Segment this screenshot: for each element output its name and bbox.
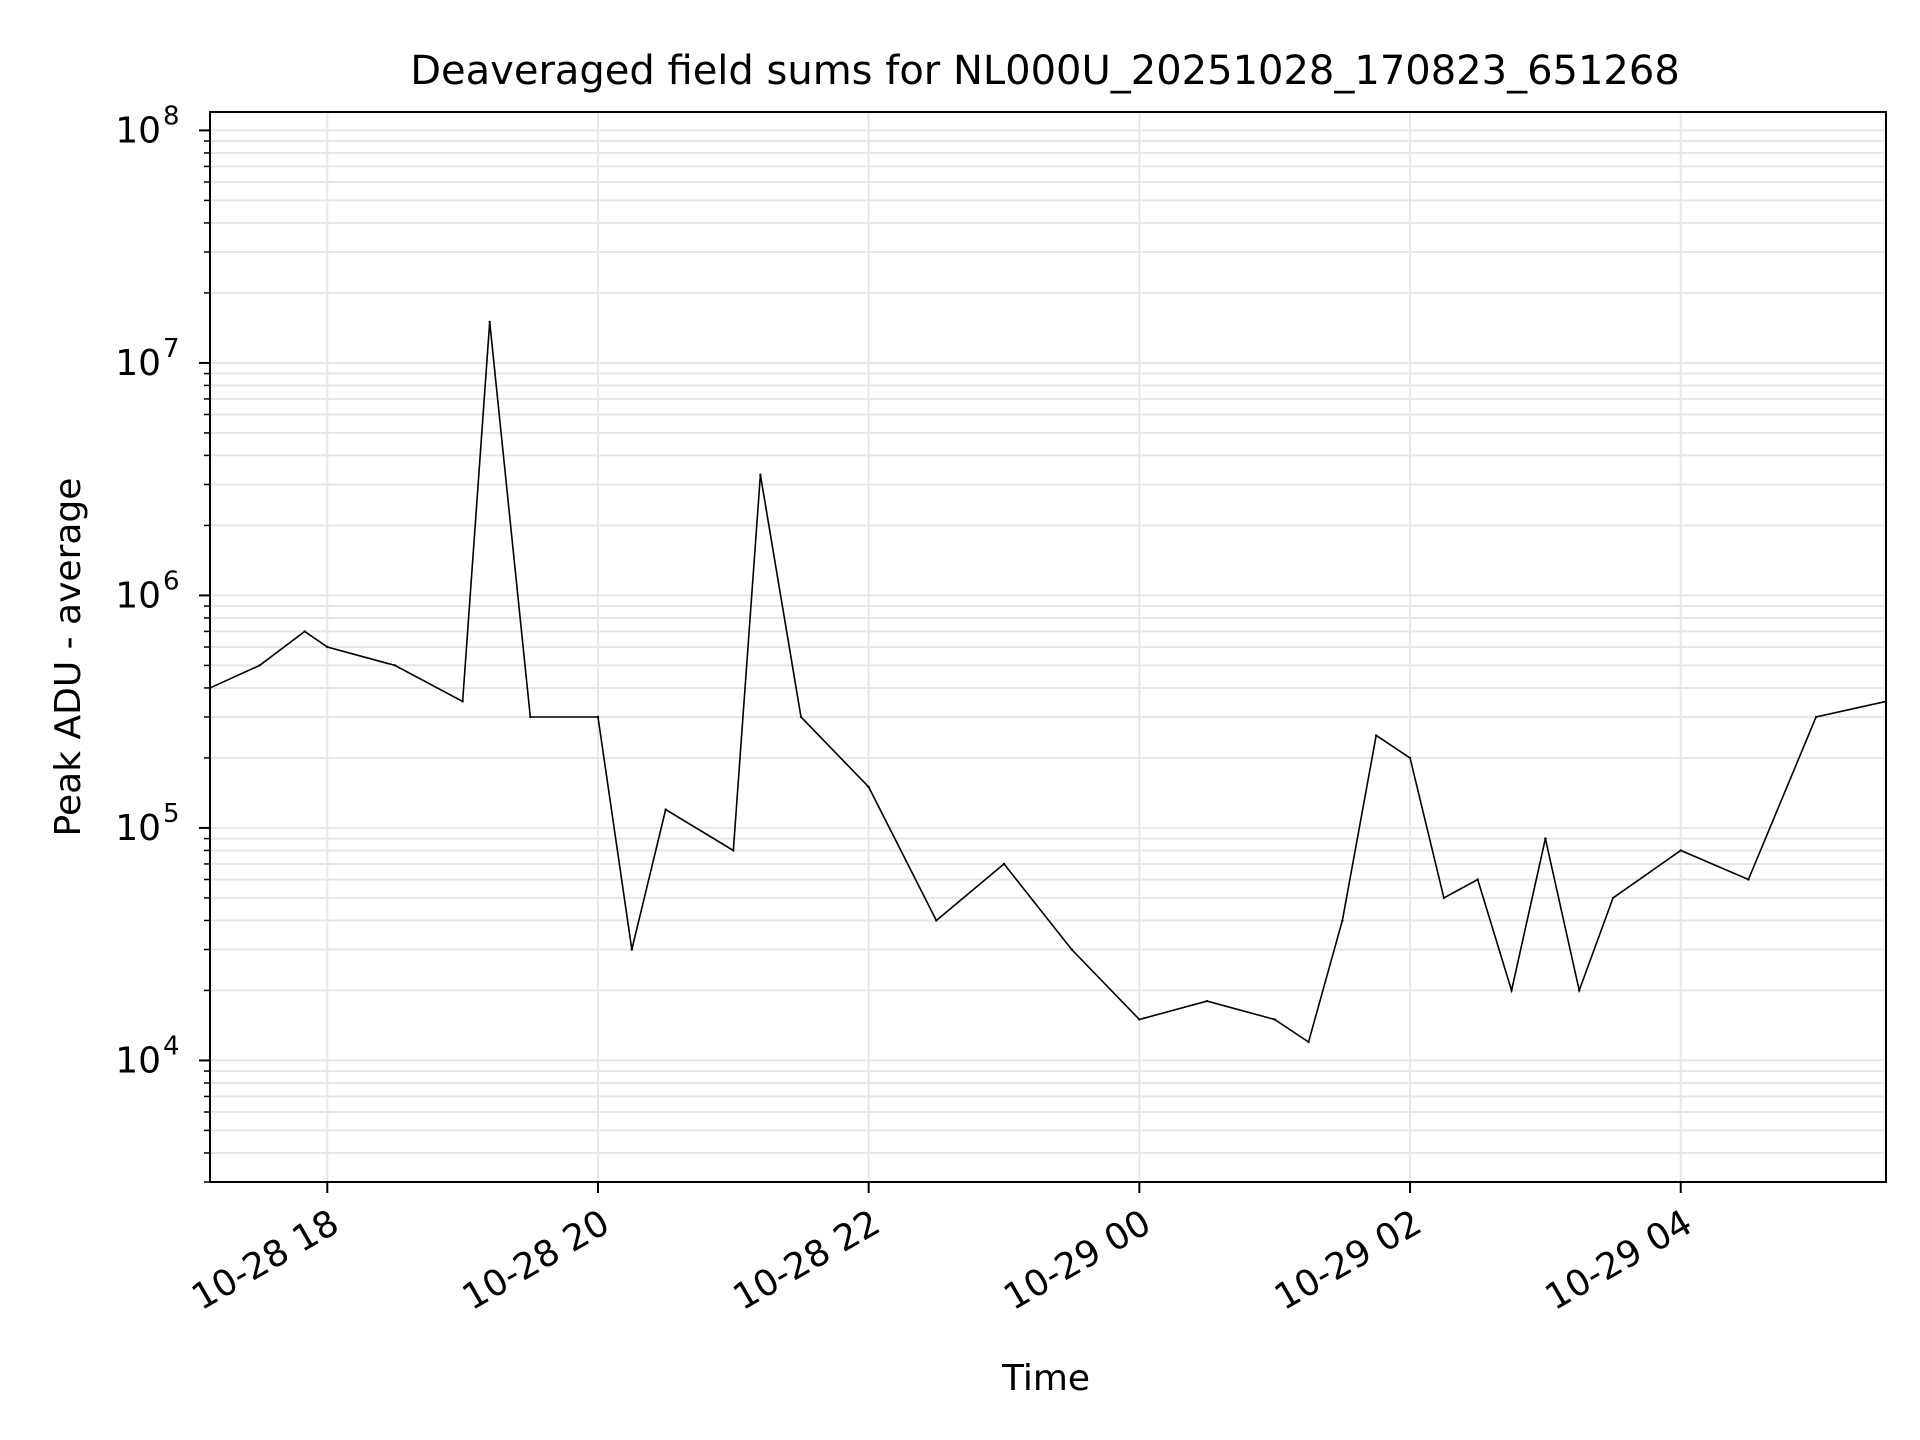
- grid-y-minor: [210, 140, 1886, 1183]
- data-point: [529, 715, 532, 719]
- data-point: [1375, 734, 1378, 737]
- data-point: [630, 948, 634, 951]
- data-point: [759, 473, 762, 477]
- data-point: [867, 785, 870, 789]
- data-point: [461, 700, 464, 703]
- data-point: [732, 849, 735, 852]
- data-point: [1747, 878, 1750, 881]
- plot-area: [208, 111, 1888, 1183]
- data-point: [488, 320, 491, 324]
- x-axis-label: Time: [1001, 1358, 1090, 1399]
- data-point: [326, 645, 329, 649]
- y-tick-label-exponent: 5: [163, 799, 180, 829]
- y-tick-label: 10: [115, 110, 161, 151]
- data-point: [1679, 849, 1682, 852]
- data-point: [393, 664, 397, 667]
- data-point: [1442, 896, 1446, 900]
- data-point: [596, 715, 600, 719]
- data-point: [935, 919, 938, 922]
- y-tick-label: 10: [115, 575, 161, 616]
- data-point: [1408, 756, 1412, 760]
- data-point: [799, 715, 803, 719]
- data-point: [1138, 1018, 1141, 1021]
- chart-title: Deaveraged field sums for NL000U_2025102…: [410, 48, 1680, 94]
- data-point: [1544, 837, 1547, 840]
- data-point: [1273, 1018, 1276, 1021]
- data-point: [1814, 715, 1818, 719]
- data-point: [1578, 989, 1581, 992]
- y-tick-label-exponent: 8: [163, 101, 180, 131]
- data-point: [1002, 862, 1006, 866]
- y-axis-label: Peak ADU - average: [48, 478, 89, 837]
- y-tick-label-exponent: 6: [163, 566, 180, 596]
- y-tick-label: 10: [115, 343, 161, 384]
- data-point: [1307, 1040, 1310, 1044]
- data-point: [1611, 896, 1615, 900]
- data-point: [1070, 948, 1073, 951]
- data-point: [664, 808, 667, 811]
- y-tick-label: 10: [115, 808, 161, 849]
- y-tick-label-exponent: 4: [163, 1031, 180, 1061]
- series-group: [208, 320, 1888, 1044]
- data-point: [1341, 919, 1344, 922]
- y-tick-label: 10: [115, 1040, 161, 1081]
- grid-y-major: [210, 129, 1886, 1062]
- data-point: [303, 630, 306, 633]
- y-tick-label-exponent: 7: [163, 334, 180, 364]
- data-point: [258, 664, 261, 667]
- data-point: [1476, 878, 1479, 881]
- data-point: [1510, 989, 1513, 992]
- data-point: [1205, 999, 1209, 1003]
